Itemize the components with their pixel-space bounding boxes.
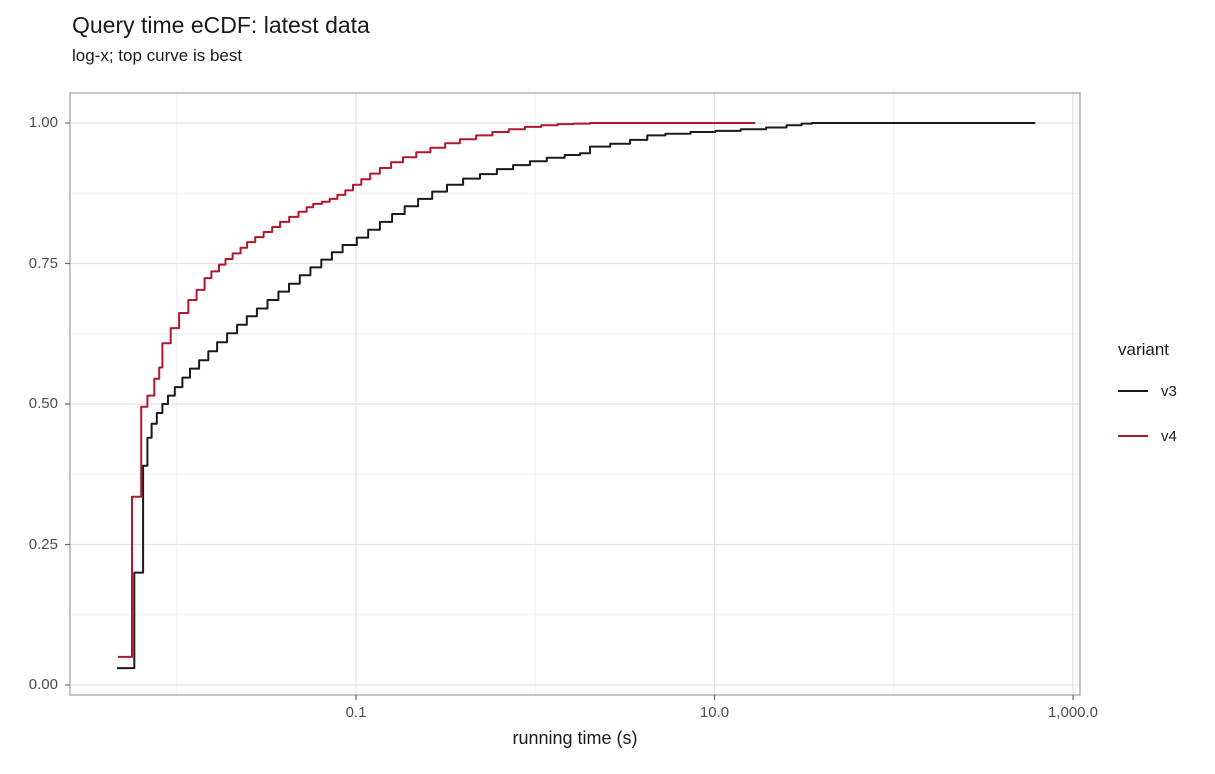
legend-label-v3: v3 (1161, 382, 1177, 400)
legend-key-line-v3 (1118, 390, 1148, 392)
legend-label-v4: v4 (1161, 427, 1177, 445)
y-tick-label: 0.50 (28, 395, 58, 412)
y-tick-label: 0.25 (28, 535, 58, 553)
legend-title: variant (1118, 340, 1170, 359)
x-tick-label: 10.0 (699, 704, 730, 721)
panel-background (70, 93, 1080, 695)
y-tick-label: 1.00 (28, 114, 58, 131)
legend-entry-v3: v3 (1118, 382, 1177, 400)
curve-v3 (117, 122, 1036, 670)
x-axis-title: running time (s) (512, 728, 638, 748)
legend-entry-v4: v4 (1118, 427, 1177, 445)
curve-v4 (118, 122, 756, 658)
chart-subtitle: log-x; top curve is best (72, 46, 243, 65)
y-tick-label: 0.75 (28, 254, 58, 272)
x-tick-label: 0.1 (345, 704, 367, 721)
legend: variant v3 v4 (1118, 340, 1177, 472)
chart-title: Query time eCDF: latest data (72, 12, 370, 38)
x-tick-label: 1,000.0 (1047, 704, 1099, 721)
y-tick-label: 0.00 (28, 676, 58, 693)
panel-border (69, 92, 1081, 696)
legend-key-line-v4 (1118, 435, 1148, 437)
